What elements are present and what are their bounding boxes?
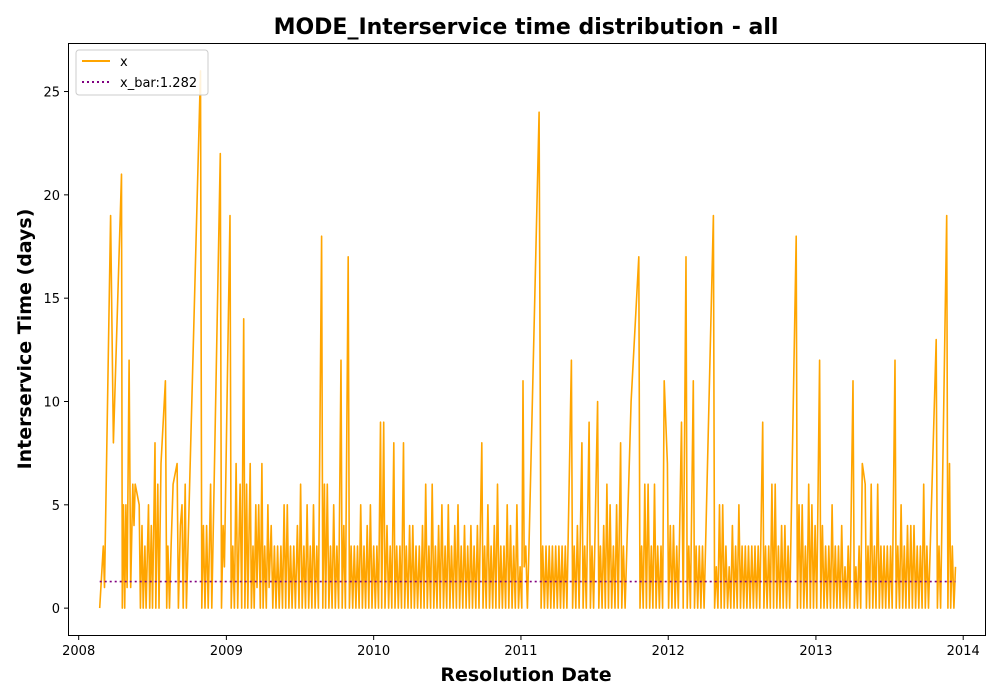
legend: x x_bar:1.282 <box>75 49 209 96</box>
y-tick-label: 15 <box>43 292 60 307</box>
y-tick-label: 25 <box>43 86 60 101</box>
plot-frame <box>68 43 986 636</box>
x-tick-label: 2008 <box>62 644 95 659</box>
x-tick-label: 2014 <box>947 644 980 659</box>
y-tick-label: 20 <box>43 189 60 204</box>
y-tick-label: 10 <box>43 395 60 410</box>
legend-label-x: x <box>120 55 128 70</box>
x-tick-label: 2013 <box>799 644 832 659</box>
plot-area <box>68 43 986 636</box>
x-axis: 2008 2009 2010 2011 2012 2013 2014 <box>62 635 980 659</box>
x-tick-label: 2009 <box>210 644 243 659</box>
series-line-x <box>98 70 957 609</box>
y-tick-label: 5 <box>52 499 60 514</box>
legend-label-x-bar: x_bar:1.282 <box>120 76 197 91</box>
y-axis-label: Interservice Time (days) <box>14 209 36 470</box>
y-axis: 0 5 10 15 20 25 <box>43 86 69 617</box>
x-axis-label: Resolution Date <box>440 664 611 686</box>
x-tick-label: 2012 <box>652 644 685 659</box>
chart-title: MODE_Interservice time distribution - al… <box>274 15 779 40</box>
series-layer <box>98 70 957 609</box>
x-tick-label: 2010 <box>357 644 390 659</box>
y-tick-label: 0 <box>52 602 60 617</box>
x-tick-label: 2011 <box>504 644 537 659</box>
